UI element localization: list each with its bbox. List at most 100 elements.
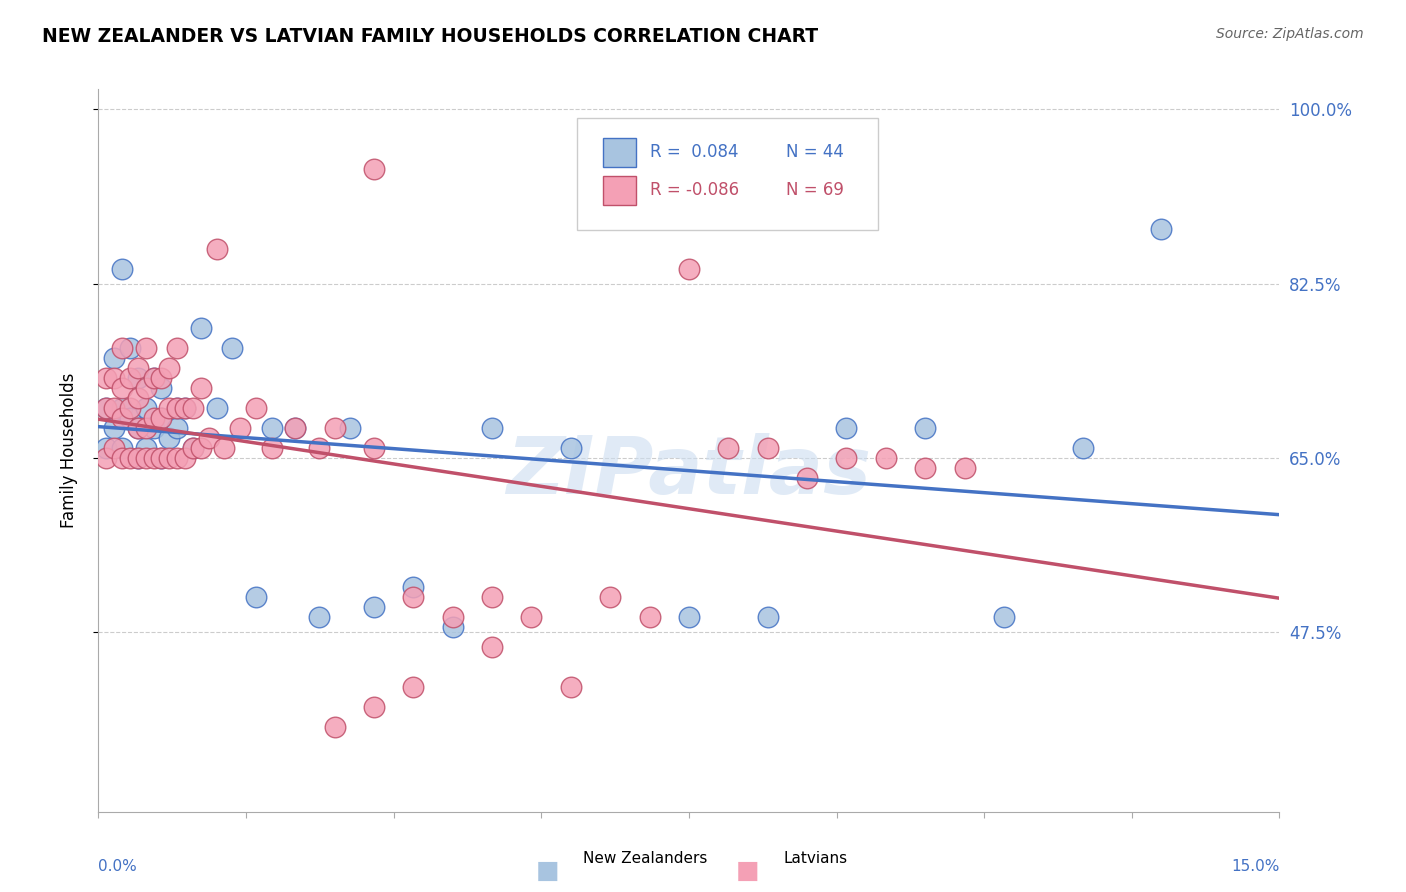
Point bbox=[323, 720, 346, 734]
Point bbox=[127, 361, 149, 376]
Point bbox=[481, 640, 503, 655]
Point bbox=[166, 450, 188, 465]
Point bbox=[150, 411, 173, 425]
Y-axis label: Family Households: Family Households bbox=[59, 373, 77, 528]
Point bbox=[190, 381, 212, 395]
Point bbox=[756, 441, 779, 455]
Point bbox=[127, 391, 149, 405]
Point bbox=[308, 610, 330, 624]
Text: Source: ZipAtlas.com: Source: ZipAtlas.com bbox=[1216, 27, 1364, 41]
Point bbox=[135, 381, 157, 395]
Point bbox=[103, 351, 125, 366]
Point bbox=[638, 610, 661, 624]
Point bbox=[914, 421, 936, 435]
Point bbox=[150, 371, 173, 385]
Point bbox=[835, 421, 858, 435]
Point bbox=[96, 441, 118, 455]
Point bbox=[560, 441, 582, 455]
Text: Latvians: Latvians bbox=[783, 852, 848, 866]
Point bbox=[1150, 221, 1173, 235]
Point bbox=[796, 471, 818, 485]
Point bbox=[363, 161, 385, 176]
Point bbox=[166, 421, 188, 435]
Point bbox=[402, 680, 425, 694]
Point bbox=[111, 411, 134, 425]
Point bbox=[520, 610, 543, 624]
Text: ■: ■ bbox=[536, 859, 560, 883]
Point bbox=[96, 401, 118, 416]
Point bbox=[135, 441, 157, 455]
Point bbox=[103, 441, 125, 455]
Point bbox=[339, 421, 361, 435]
Point bbox=[835, 450, 858, 465]
Point bbox=[150, 411, 173, 425]
Text: N = 69: N = 69 bbox=[786, 181, 844, 199]
Point bbox=[221, 341, 243, 355]
Point bbox=[118, 341, 141, 355]
Point bbox=[229, 421, 252, 435]
Point bbox=[127, 450, 149, 465]
Text: R = -0.086: R = -0.086 bbox=[650, 181, 740, 199]
Point bbox=[993, 610, 1015, 624]
Point bbox=[205, 401, 228, 416]
Point bbox=[174, 450, 197, 465]
Point bbox=[103, 421, 125, 435]
Point bbox=[135, 401, 157, 416]
Point bbox=[481, 591, 503, 605]
Point bbox=[142, 421, 165, 435]
Point bbox=[174, 401, 197, 416]
Point bbox=[190, 441, 212, 455]
Point bbox=[181, 401, 204, 416]
Point bbox=[135, 421, 157, 435]
Point bbox=[111, 401, 134, 416]
Point bbox=[174, 401, 197, 416]
Point bbox=[678, 261, 700, 276]
Point bbox=[142, 450, 165, 465]
Point bbox=[127, 450, 149, 465]
FancyBboxPatch shape bbox=[603, 137, 636, 167]
Point bbox=[103, 401, 125, 416]
Point bbox=[875, 450, 897, 465]
Point bbox=[103, 371, 125, 385]
Point bbox=[142, 411, 165, 425]
Point bbox=[111, 381, 134, 395]
Point bbox=[111, 450, 134, 465]
Point bbox=[157, 361, 180, 376]
Point bbox=[481, 421, 503, 435]
Point bbox=[157, 450, 180, 465]
Point bbox=[157, 401, 180, 416]
Text: NEW ZEALANDER VS LATVIAN FAMILY HOUSEHOLDS CORRELATION CHART: NEW ZEALANDER VS LATVIAN FAMILY HOUSEHOL… bbox=[42, 27, 818, 45]
Point bbox=[118, 371, 141, 385]
Point bbox=[111, 341, 134, 355]
Point bbox=[1071, 441, 1094, 455]
Point bbox=[150, 450, 173, 465]
FancyBboxPatch shape bbox=[603, 176, 636, 205]
Text: 15.0%: 15.0% bbox=[1232, 859, 1279, 873]
Point bbox=[150, 450, 173, 465]
Point bbox=[260, 441, 283, 455]
Point bbox=[181, 441, 204, 455]
Point bbox=[441, 610, 464, 624]
Text: New Zealanders: New Zealanders bbox=[582, 852, 707, 866]
Point bbox=[150, 381, 173, 395]
Point bbox=[284, 421, 307, 435]
Text: 0.0%: 0.0% bbox=[98, 859, 138, 873]
Point bbox=[363, 600, 385, 615]
Point bbox=[96, 371, 118, 385]
Point bbox=[678, 610, 700, 624]
Point bbox=[441, 620, 464, 634]
FancyBboxPatch shape bbox=[576, 118, 877, 230]
Point bbox=[166, 401, 188, 416]
Point bbox=[363, 700, 385, 714]
Text: ■: ■ bbox=[737, 859, 759, 883]
Point bbox=[205, 242, 228, 256]
Point bbox=[96, 450, 118, 465]
Point bbox=[363, 441, 385, 455]
Point bbox=[111, 441, 134, 455]
Point bbox=[118, 401, 141, 416]
Point bbox=[135, 341, 157, 355]
Point bbox=[214, 441, 236, 455]
Point bbox=[127, 421, 149, 435]
Point bbox=[190, 321, 212, 335]
Text: ZIPatlas: ZIPatlas bbox=[506, 434, 872, 511]
